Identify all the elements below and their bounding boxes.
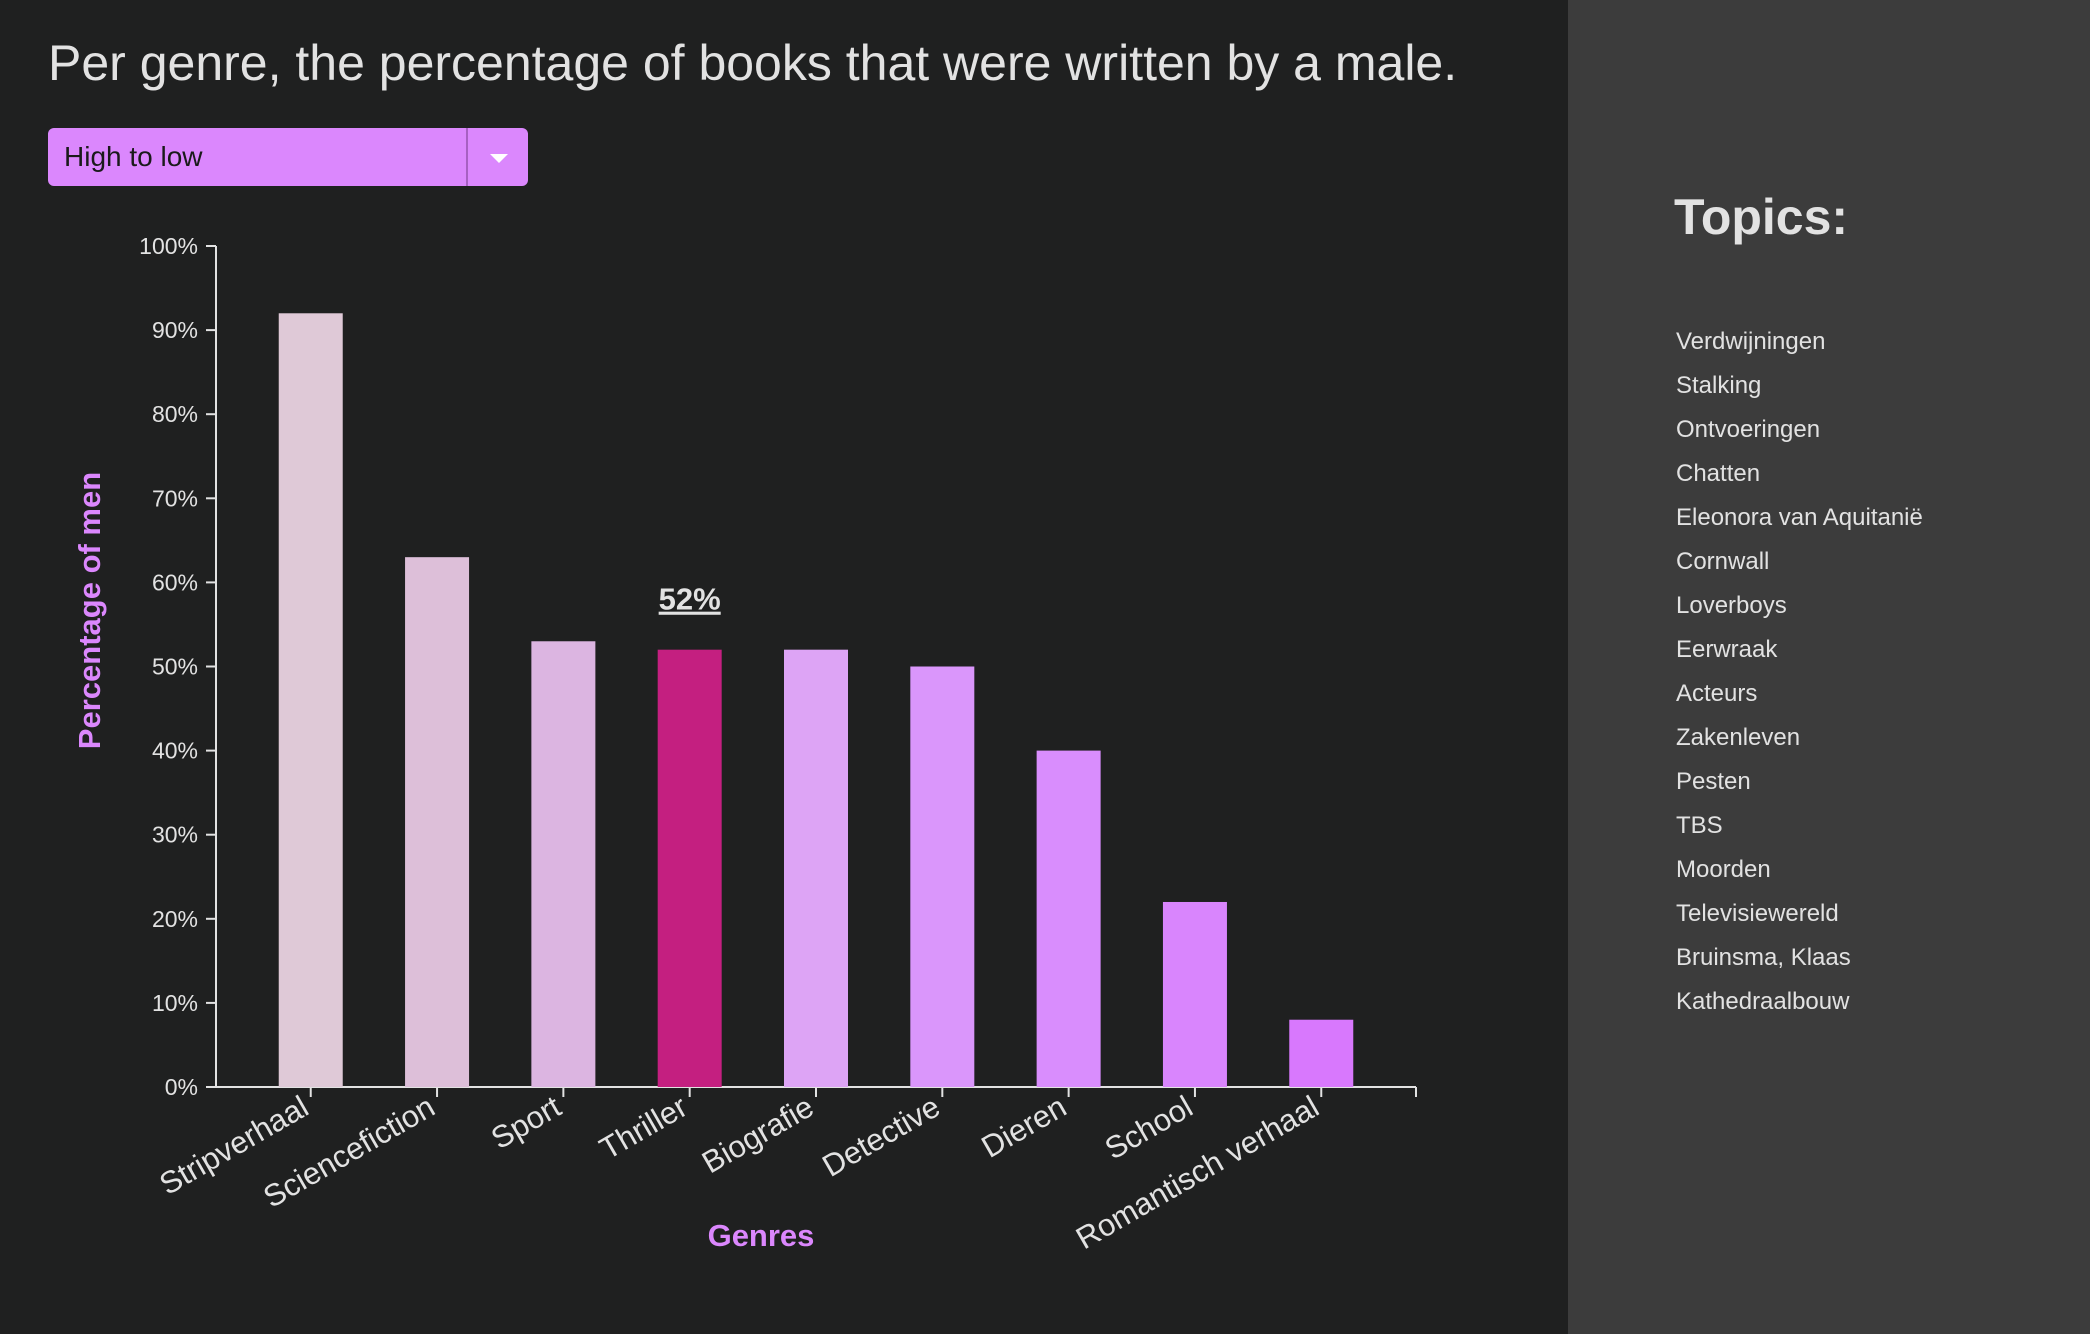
- y-tick-label: 90%: [152, 317, 198, 343]
- topic-item[interactable]: Cornwall: [1676, 548, 1770, 575]
- x-tick-label: School: [1099, 1089, 1199, 1167]
- highlight-value-label: 52%: [659, 582, 721, 617]
- sidebar-title: Topics:: [1674, 189, 1849, 245]
- topic-item[interactable]: Televisiewereld: [1676, 900, 1839, 927]
- topic-item[interactable]: Bruinsma, Klaas: [1676, 944, 1851, 971]
- x-tick-label: Detective: [816, 1089, 945, 1184]
- topic-item[interactable]: Ontvoeringen: [1676, 416, 1821, 443]
- y-axis: 0% 10% 20% 30% 40% 50% 60% 70% 80% 90% 100%: [139, 233, 217, 1100]
- topic-item[interactable]: Moorden: [1676, 856, 1771, 883]
- bar-biografie[interactable]: [784, 649, 848, 1087]
- y-tick-label: 40%: [152, 738, 198, 764]
- sort-order-value: High to low: [64, 141, 203, 172]
- bar-thriller[interactable]: [657, 649, 722, 1087]
- y-axis-title: Percentage of men: [72, 472, 107, 749]
- topic-item[interactable]: Eerwraak: [1676, 636, 1778, 663]
- topic-item[interactable]: Pesten: [1676, 768, 1751, 795]
- topic-item[interactable]: Kathedraalbouw: [1676, 988, 1850, 1015]
- select-divider: [466, 128, 468, 186]
- topic-item[interactable]: Acteurs: [1676, 680, 1758, 707]
- x-tick-label: Romantisch verhaal: [1070, 1089, 1325, 1256]
- topic-item[interactable]: Zakenleven: [1676, 724, 1801, 751]
- bar-dieren[interactable]: [1036, 750, 1101, 1087]
- y-tick-label: 30%: [152, 822, 198, 848]
- y-tick-label: 0%: [165, 1074, 198, 1100]
- x-axis-title: Genres: [708, 1218, 815, 1253]
- bar-detective[interactable]: [910, 666, 975, 1088]
- bar-sport[interactable]: [531, 641, 596, 1087]
- bar-chart: 0%10%20%30%40%50%60%70%80%90%100% Stripv…: [72, 233, 1417, 1256]
- x-tick-label: Biografie: [696, 1089, 819, 1180]
- page-title: Per genre, the percentage of books that …: [48, 35, 1458, 91]
- topic-item[interactable]: Eleonora van Aquitanië: [1676, 504, 1923, 531]
- topic-item[interactable]: Stalking: [1676, 372, 1762, 399]
- y-tick-label: 20%: [152, 906, 198, 932]
- topic-item[interactable]: TBS: [1676, 812, 1723, 839]
- y-tick-label: 70%: [152, 485, 198, 511]
- y-tick-label: 50%: [152, 654, 198, 680]
- bars: [278, 313, 1354, 1088]
- bar-sciencefiction[interactable]: [405, 557, 470, 1087]
- topic-item[interactable]: Loverboys: [1676, 592, 1787, 619]
- y-tick-label: 60%: [152, 569, 198, 595]
- y-tick-label: 10%: [152, 990, 198, 1016]
- x-tick-label: Dieren: [976, 1089, 1073, 1165]
- y-tick-label: 100%: [139, 233, 198, 259]
- chevron-down-icon[interactable]: [490, 154, 508, 163]
- main-panel: 0% 10% 20% 30% 40% 50% 60% 70% 80% 90% 100% Stripv…: [48, 35, 1458, 1257]
- sidebar: Topics: Verdwijningen Stalking Ontvoeringe…: [1568, 0, 2090, 1334]
- bar-romantisch-verhaal[interactable]: [1289, 1019, 1354, 1087]
- bar-school[interactable]: [1162, 901, 1227, 1087]
- topic-item[interactable]: Verdwijningen: [1676, 328, 1826, 355]
- y-tick-label: 80%: [152, 401, 198, 427]
- topic-list: Verdwijningen Stalking Ontvoeringen Chatten…: [1676, 324, 1923, 1028]
- x-tick-label: Thriller: [594, 1089, 694, 1167]
- topic-item[interactable]: Chatten: [1676, 460, 1761, 487]
- bar-stripverhaal[interactable]: [278, 313, 343, 1087]
- x-tick-label: Sport: [485, 1089, 567, 1157]
- chart-labels: 52% Percentage of men Genres: [72, 472, 814, 1253]
- sort-order-select[interactable]: High to low: [48, 128, 528, 186]
